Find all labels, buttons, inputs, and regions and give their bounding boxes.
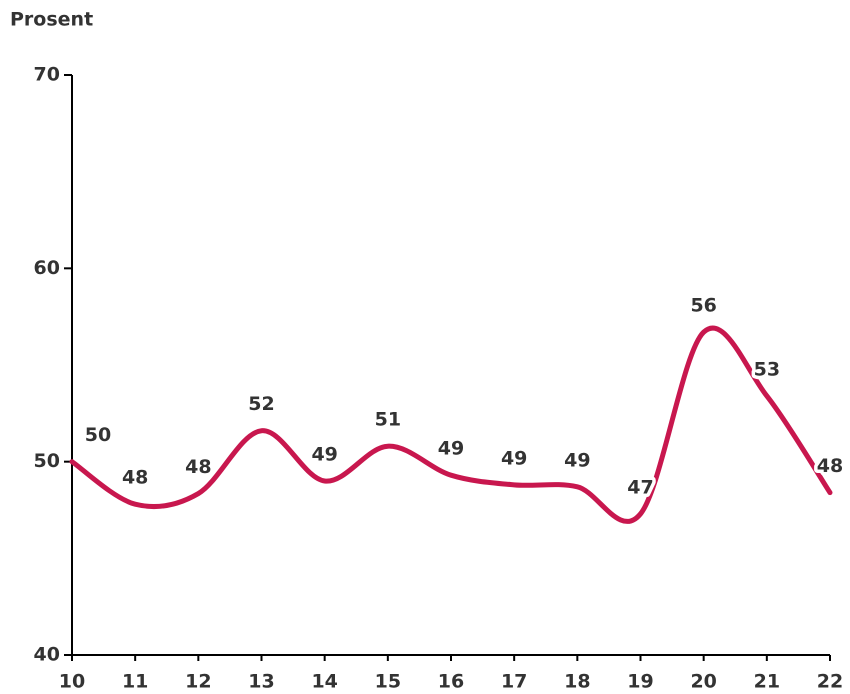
x-tick-label: 17 xyxy=(501,671,527,693)
y-tick-label: 40 xyxy=(34,644,60,666)
y-axis-label: Prosent xyxy=(10,9,93,31)
data-label: 49 xyxy=(311,444,337,466)
data-label: 48 xyxy=(185,456,211,478)
x-tick-label: 19 xyxy=(627,671,653,693)
x-tick-label: 16 xyxy=(438,671,464,693)
data-label: 49 xyxy=(564,449,590,471)
y-tick-label: 50 xyxy=(34,450,60,472)
y-tick-label: 70 xyxy=(34,64,60,86)
x-tick-label: 11 xyxy=(122,671,148,693)
data-label: 49 xyxy=(501,447,527,469)
x-tick-label: 15 xyxy=(375,671,401,693)
x-tick-label: 21 xyxy=(754,671,780,693)
data-label: 49 xyxy=(438,438,464,460)
y-tick-label: 60 xyxy=(34,257,60,279)
x-tick-label: 20 xyxy=(690,671,716,693)
data-label: 48 xyxy=(817,455,843,477)
line xyxy=(69,325,833,524)
x-tick-label: 14 xyxy=(311,671,337,693)
x-tick-label: 12 xyxy=(185,671,211,693)
data-label: 53 xyxy=(754,358,780,380)
data-label: 48 xyxy=(122,467,148,489)
x-tick-label: 10 xyxy=(59,671,85,693)
data-label: 51 xyxy=(375,409,401,431)
data-label: 47 xyxy=(627,476,653,498)
data-label: 52 xyxy=(248,393,274,415)
x-tick-label: 13 xyxy=(248,671,274,693)
x-tick-label: 18 xyxy=(564,671,590,693)
x-tick-label: 22 xyxy=(817,671,843,693)
data-label: 56 xyxy=(690,295,716,317)
data-label: 50 xyxy=(85,424,111,446)
